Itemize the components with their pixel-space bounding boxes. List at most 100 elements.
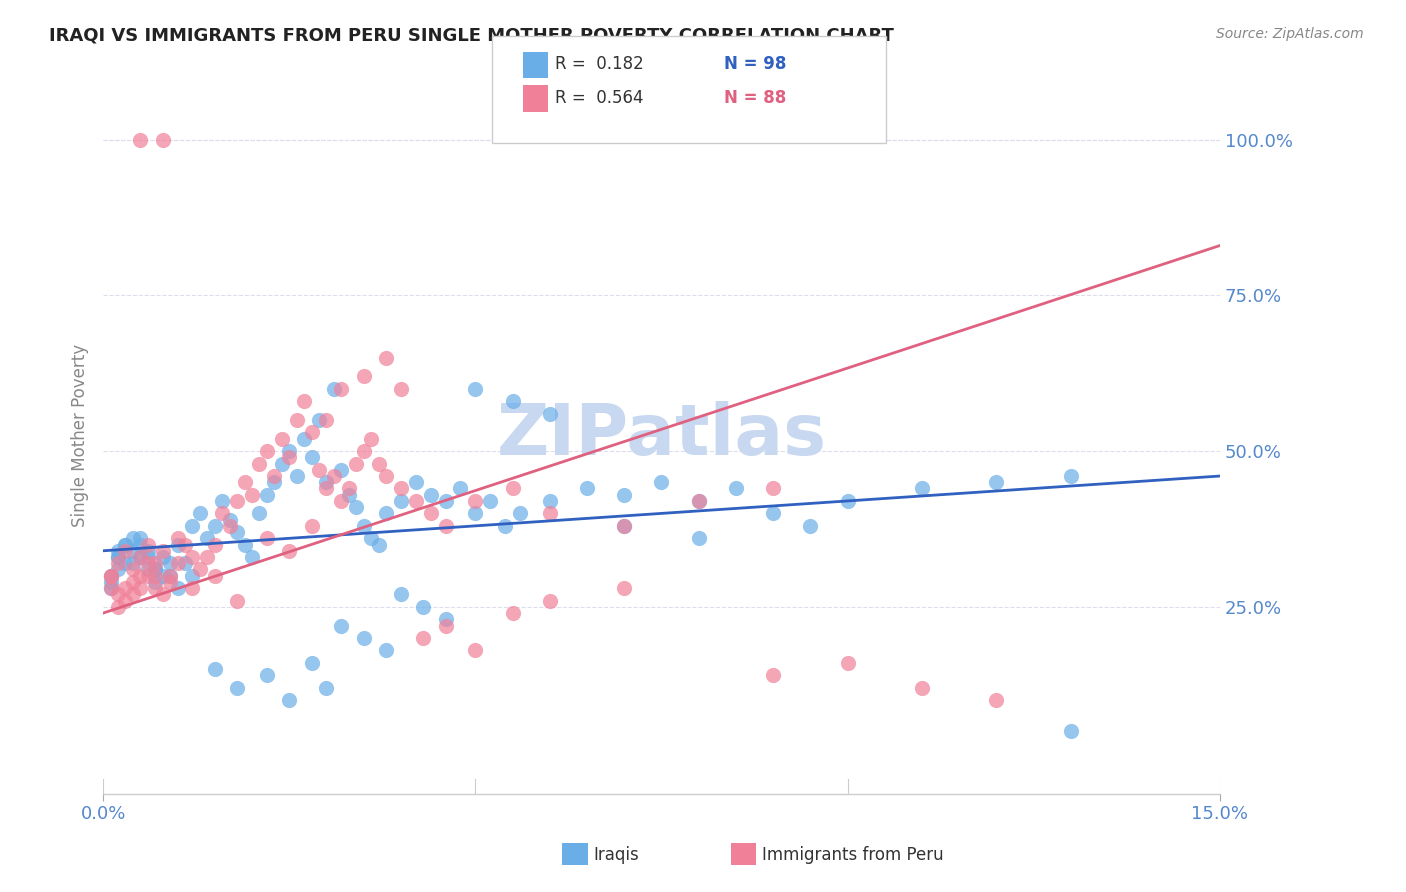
Point [762, 507, 785, 521]
Point [256, 531, 278, 545]
Point [278, 543, 301, 558]
Point [434, 519, 457, 533]
Point [762, 482, 785, 496]
Point [143, 556, 166, 570]
Point [278, 693, 301, 707]
Point [240, 549, 263, 564]
Point [136, 556, 159, 570]
Point [270, 432, 292, 446]
Point [166, 531, 188, 545]
Point [129, 549, 152, 564]
Point [159, 574, 181, 589]
Point [688, 494, 710, 508]
Point [107, 543, 129, 558]
Point [389, 494, 412, 508]
Point [799, 519, 821, 533]
Point [986, 693, 1008, 707]
Point [412, 631, 434, 645]
Point [263, 475, 285, 490]
Point [1060, 724, 1083, 739]
Point [762, 668, 785, 682]
Point [405, 475, 427, 490]
Point [256, 444, 278, 458]
Point [538, 593, 561, 607]
Point [285, 413, 308, 427]
Point [136, 568, 159, 582]
Point [204, 662, 226, 676]
Y-axis label: Single Mother Poverty: Single Mother Poverty [72, 344, 89, 527]
Point [389, 482, 412, 496]
Point [233, 537, 256, 551]
Point [278, 450, 301, 465]
Point [129, 531, 152, 545]
Point [143, 562, 166, 576]
Point [204, 537, 226, 551]
Point [464, 643, 486, 657]
Point [181, 581, 204, 595]
Point [434, 612, 457, 626]
Point [136, 549, 159, 564]
Point [464, 494, 486, 508]
Point [337, 488, 360, 502]
Point [100, 581, 122, 595]
Point [502, 482, 524, 496]
Point [479, 494, 502, 508]
Point [502, 394, 524, 409]
Point [412, 599, 434, 614]
Point [226, 593, 249, 607]
Point [143, 568, 166, 582]
Point [100, 574, 122, 589]
Point [114, 543, 136, 558]
Point [100, 568, 122, 582]
Point [218, 513, 240, 527]
Point [114, 556, 136, 570]
Point [389, 382, 412, 396]
Point [263, 469, 285, 483]
Point [249, 507, 271, 521]
Point [315, 475, 337, 490]
Point [249, 457, 271, 471]
Point [114, 537, 136, 551]
Point [218, 519, 240, 533]
Point [143, 574, 166, 589]
Point [292, 432, 315, 446]
Point [211, 494, 233, 508]
Point [375, 469, 398, 483]
Point [911, 482, 934, 496]
Point [405, 494, 427, 508]
Point [353, 369, 375, 384]
Point [613, 519, 636, 533]
Point [308, 463, 330, 477]
Point [434, 494, 457, 508]
Point [100, 581, 122, 595]
Point [181, 549, 204, 564]
Point [353, 631, 375, 645]
Point [188, 562, 211, 576]
Point [152, 133, 174, 147]
Point [613, 488, 636, 502]
Point [538, 407, 561, 421]
Text: R =  0.564: R = 0.564 [555, 89, 644, 107]
Point [188, 507, 211, 521]
Point [650, 475, 672, 490]
Point [152, 543, 174, 558]
Point [152, 587, 174, 601]
Point [344, 500, 367, 515]
Text: Immigrants from Peru: Immigrants from Peru [762, 846, 943, 863]
Point [122, 543, 145, 558]
Point [330, 618, 353, 632]
Point [538, 507, 561, 521]
Point [419, 488, 441, 502]
Point [204, 568, 226, 582]
Text: Iraqis: Iraqis [593, 846, 640, 863]
Point [122, 587, 145, 601]
Point [107, 549, 129, 564]
Point [1060, 469, 1083, 483]
Point [330, 382, 353, 396]
Point [375, 643, 398, 657]
Point [256, 668, 278, 682]
Point [114, 581, 136, 595]
Point [389, 587, 412, 601]
Point [613, 519, 636, 533]
Text: ZIPatlas: ZIPatlas [496, 401, 827, 470]
